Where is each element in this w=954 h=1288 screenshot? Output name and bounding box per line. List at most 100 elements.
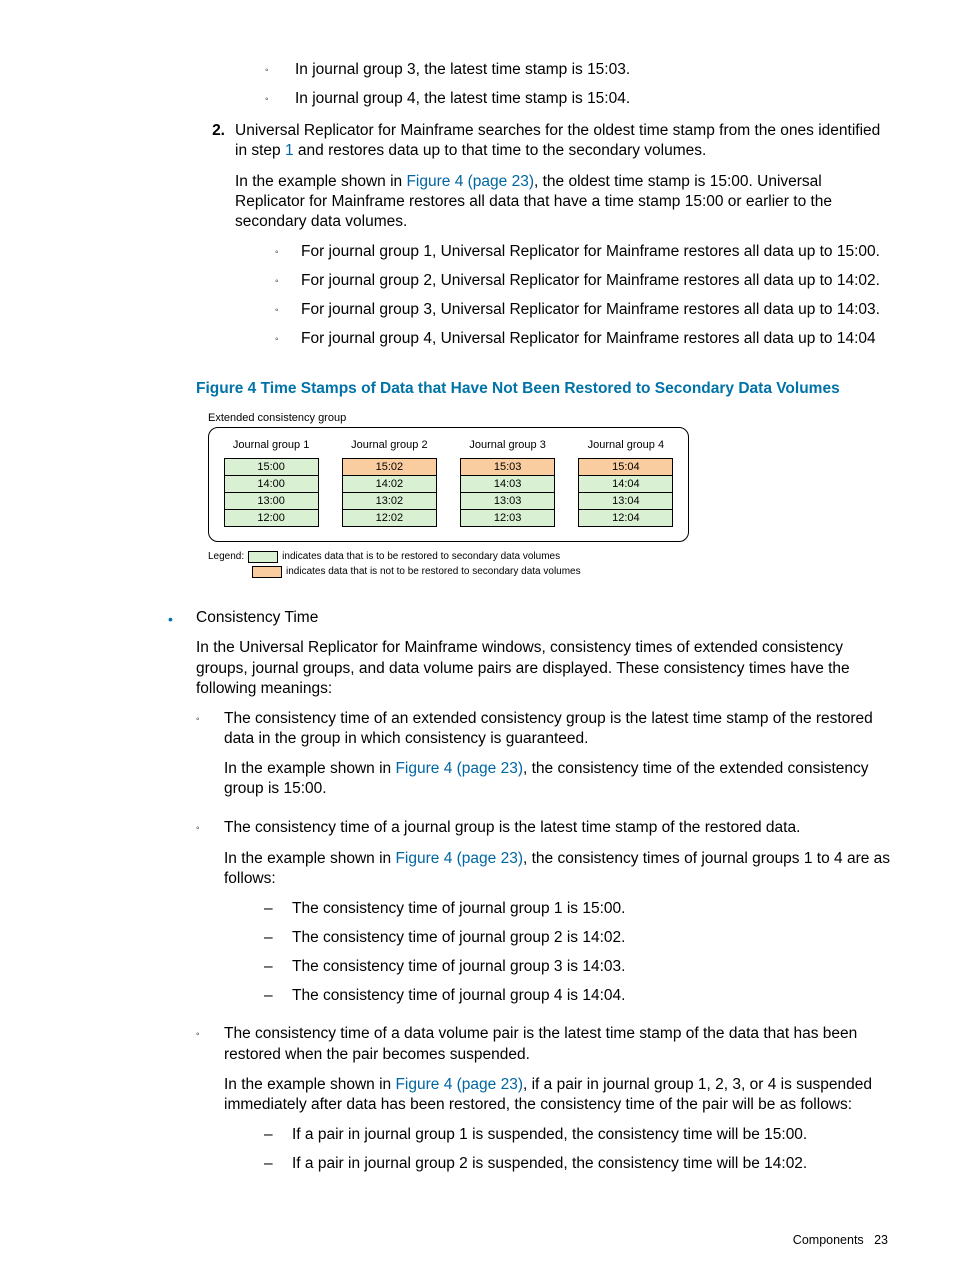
footer-label: Components [793,1233,864,1247]
dash-bullet-icon: – [264,899,292,919]
figure-link[interactable]: Figure 4 (page 23) [395,760,523,777]
circle-bullet-icon: ◦ [196,818,224,1015]
list-item: ◦ In journal group 4, the latest time st… [265,89,894,109]
figure-link[interactable]: Figure 4 (page 23) [406,173,534,190]
list-text: If a pair in journal group 2 is suspende… [292,1154,894,1174]
section-heading: Consistency Time [196,608,894,628]
circle-bullet-icon: ◦ [275,300,301,320]
text: and restores data up to that time to the… [294,142,707,159]
legend-swatch-restore [248,551,278,563]
circle-bullet-icon: ◦ [265,89,295,109]
journal-group: Journal group 4 15:0414:0413:0412:04 [578,438,673,527]
dash-bullet-icon: – [264,1154,292,1174]
figure-link[interactable]: Figure 4 (page 23) [395,1076,523,1093]
legend-text: indicates data that is not to be restore… [286,565,581,578]
list-text: The consistency time of a data volume pa… [224,1024,894,1183]
figure-link[interactable]: Figure 4 (page 23) [395,850,523,867]
paragraph: The consistency time of a journal group … [224,818,894,838]
step-link[interactable]: 1 [285,142,294,159]
list-item: ◦ The consistency time of a journal grou… [196,818,894,1015]
list-text: In journal group 4, the latest time stam… [295,89,894,109]
paragraph: In the example shown in Figure 4 (page 2… [224,1075,894,1115]
list-text: The consistency time of a journal group … [224,818,894,1015]
timestamp-cell: 13:03 [460,492,555,510]
dash-list: –The consistency time of journal group 1… [264,899,894,1007]
list-item: ◦ In journal group 3, the latest time st… [265,60,894,80]
timestamp-cell: 14:02 [342,475,437,493]
section-body: Consistency Time In the Universal Replic… [196,608,894,1192]
list-item: ◦For journal group 4, Universal Replicat… [275,329,894,349]
timestamp-cell: 12:04 [578,509,673,527]
dash-bullet-icon: – [264,1125,292,1145]
step-number: 2. [195,121,235,358]
consistency-sublist: ◦ The consistency time of an extended co… [196,709,894,1183]
journal-group-title: Journal group 3 [460,438,555,452]
timestamp-cell: 14:03 [460,475,555,493]
circle-bullet-icon: ◦ [275,271,301,291]
timestamp-cell: 13:04 [578,492,673,510]
paragraph: In the Universal Replicator for Mainfram… [196,638,894,698]
list-item: ◦For journal group 3, Universal Replicat… [275,300,894,320]
list-text: The consistency time of journal group 4 … [292,986,894,1006]
circle-bullet-icon: ◦ [275,329,301,349]
timestamp-cell: 15:02 [342,458,437,476]
figure-4: Extended consistency group Journal group… [208,411,894,579]
disc-bullet-icon: • [168,608,196,1192]
timestamp-cell: 15:04 [578,458,673,476]
step-2: 2. Universal Replicator for Mainframe se… [195,121,894,358]
list-text: For journal group 2, Universal Replicato… [301,271,894,291]
journal-group: Journal group 115:0014:0013:0012:00 [224,438,319,527]
list-text: For journal group 1, Universal Replicato… [301,242,894,262]
paragraph: Universal Replicator for Mainframe searc… [235,121,894,161]
step-content: Universal Replicator for Mainframe searc… [235,121,894,358]
figure-legend: Legend: indicates data that is to be res… [208,550,894,578]
list-item: –The consistency time of journal group 1… [264,899,894,919]
journal-group-title: Journal group 4 [578,438,673,452]
list-item: ◦For journal group 2, Universal Replicat… [275,271,894,291]
legend-text: indicates data that is to be restored to… [282,550,560,563]
text: In the example shown in [235,173,406,190]
list-text: The consistency time of journal group 2 … [292,928,894,948]
journal-group-title: Journal group 2 [342,438,437,452]
timestamp-cell: 13:00 [224,492,319,510]
text: In the example shown in [224,850,395,867]
legend-swatch-no-restore [252,566,282,578]
dash-bullet-icon: – [264,928,292,948]
list-item: ◦ The consistency time of a data volume … [196,1024,894,1183]
legend-row: Legend: indicates data that is to be res… [208,550,894,563]
paragraph: The consistency time of a data volume pa… [224,1024,894,1064]
paragraph: In the example shown in Figure 4 (page 2… [235,172,894,232]
list-item: –If a pair in journal group 2 is suspend… [264,1154,894,1174]
paragraph: In the example shown in Figure 4 (page 2… [224,759,894,799]
list-text: The consistency time of journal group 3 … [292,957,894,977]
ecg-label: Extended consistency group [208,411,894,425]
journal-group: Journal group 215:0214:0213:0212:02 [342,438,437,527]
circle-bullet-icon: ◦ [275,242,301,262]
dash-bullet-icon: – [264,986,292,1006]
timestamp-cell: 14:04 [578,475,673,493]
paragraph: The consistency time of an extended cons… [224,709,894,749]
list-item: ◦For journal group 1, Universal Replicat… [275,242,894,262]
journal-group: Journal group 315:0314:0313:0312:03 [460,438,555,527]
list-text: In journal group 3, the latest time stam… [295,60,894,80]
list-item: –The consistency time of journal group 2… [264,928,894,948]
list-item: –The consistency time of journal group 4… [264,986,894,1006]
dash-list: –If a pair in journal group 1 is suspend… [264,1125,894,1174]
top-sublist: ◦ In journal group 3, the latest time st… [265,60,894,109]
journal-group-title: Journal group 1 [224,438,319,452]
list-text: For journal group 4, Universal Replicato… [301,329,894,349]
list-text: For journal group 3, Universal Replicato… [301,300,894,320]
step2-sublist: ◦For journal group 1, Universal Replicat… [275,242,894,350]
page-number: 23 [874,1233,888,1247]
timestamp-cell: 15:00 [224,458,319,476]
timestamp-cell: 12:00 [224,509,319,527]
circle-bullet-icon: ◦ [196,1024,224,1183]
timestamp-cell: 13:02 [342,492,437,510]
dash-bullet-icon: – [264,957,292,977]
list-text: If a pair in journal group 1 is suspende… [292,1125,894,1145]
list-text: The consistency time of an extended cons… [224,709,894,810]
ecg-box: Journal group 115:0014:0013:0012:00Journ… [208,427,689,542]
timestamp-cell: 12:03 [460,509,555,527]
circle-bullet-icon: ◦ [265,60,295,80]
text: In the example shown in [224,760,395,777]
